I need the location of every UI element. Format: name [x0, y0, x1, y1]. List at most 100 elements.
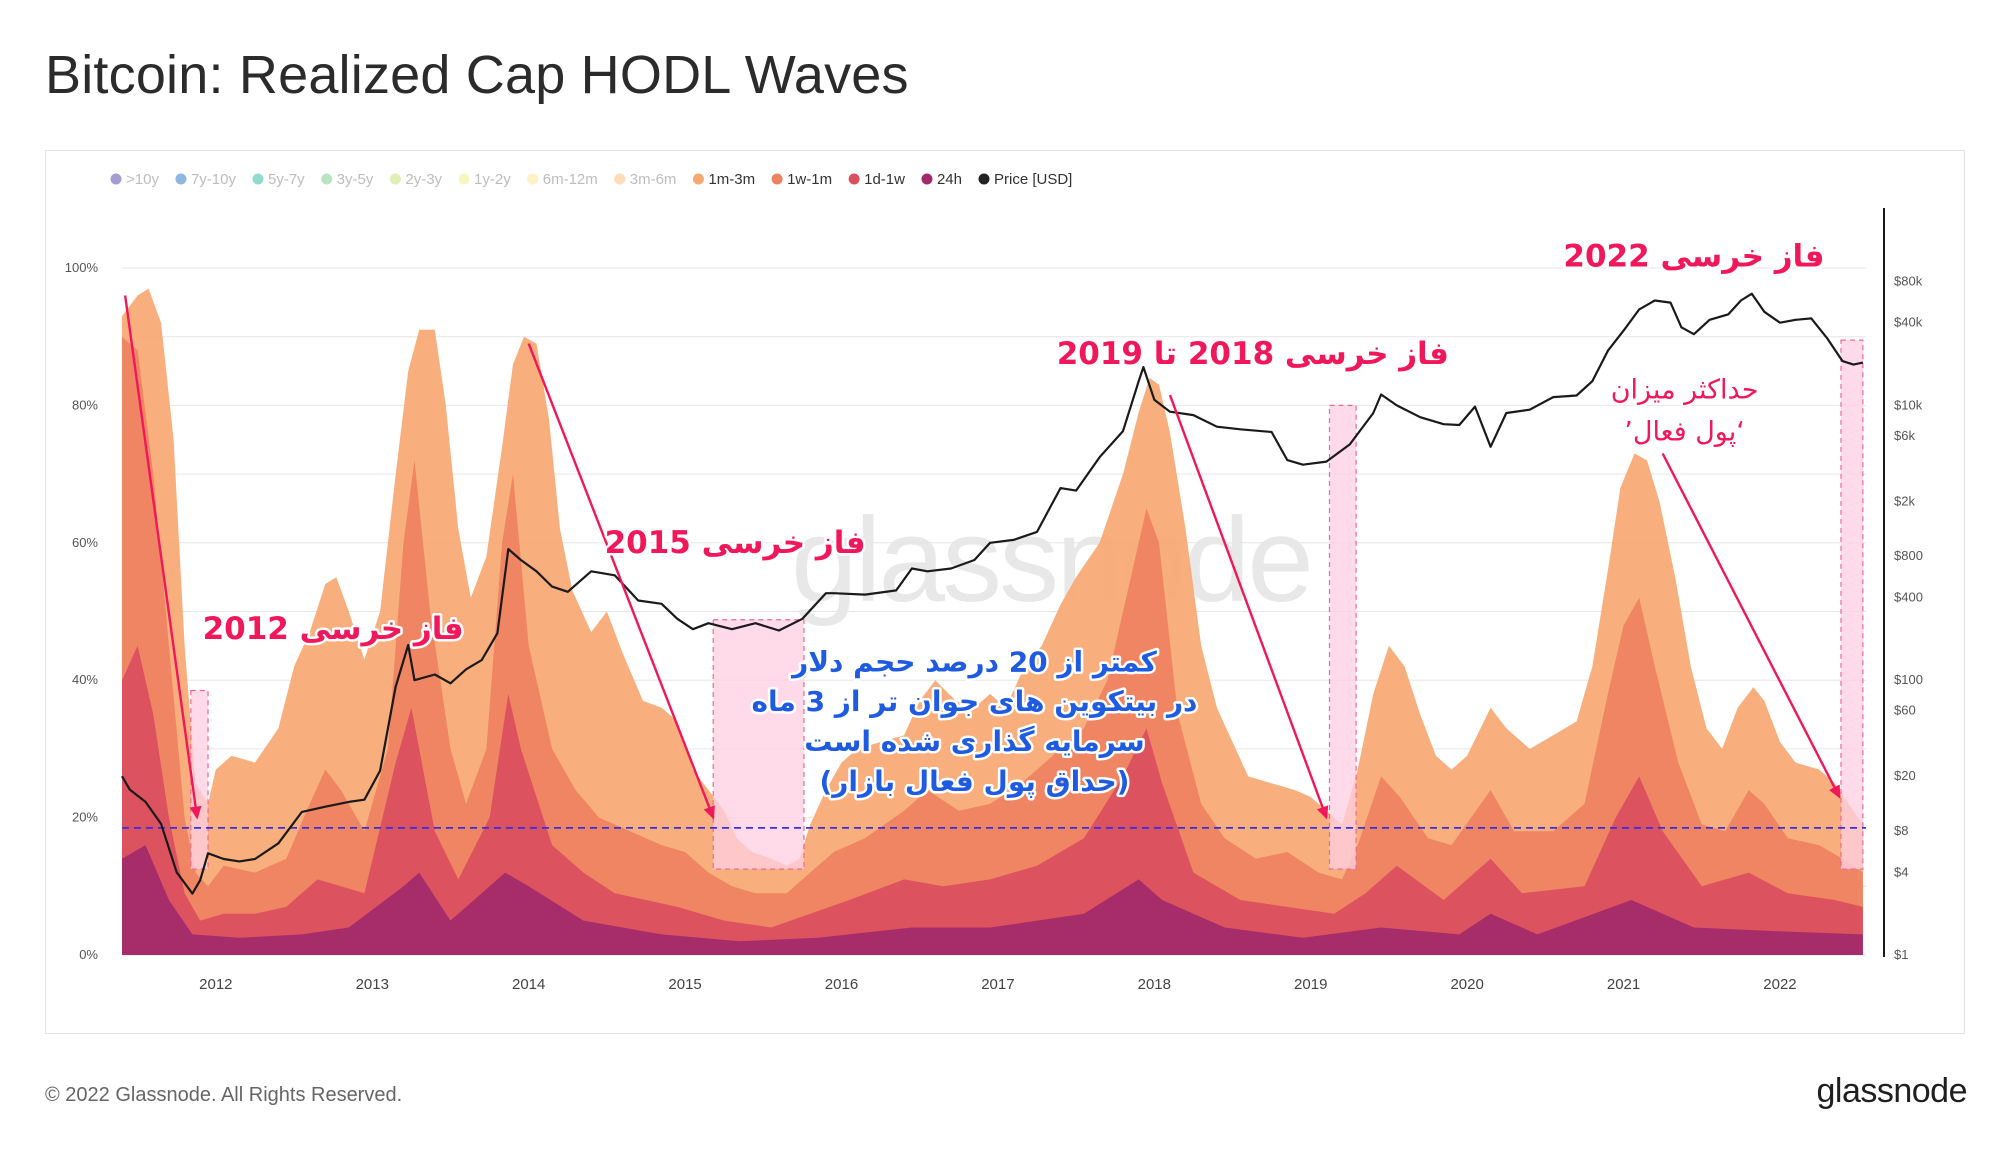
- price-layer: [121, 292, 1864, 895]
- y-left-tick-label: 80%: [72, 397, 98, 412]
- annotation-arrow: [1168, 394, 1329, 820]
- legend-swatch: [848, 173, 860, 185]
- legend-label: 24h: [937, 171, 962, 188]
- highlight-box: [190, 689, 209, 870]
- legend-item[interactable]: 3m-6m: [614, 171, 676, 188]
- y-right-tick-label: $6k: [1894, 428, 1915, 443]
- annotation-arrow: [527, 343, 715, 820]
- annotation-arrow: [123, 295, 202, 820]
- y-right-tick-label: $800: [1894, 548, 1923, 563]
- legend-item[interactable]: 1y-2y: [458, 171, 512, 188]
- legend-label: 5y-7y: [268, 171, 305, 188]
- legend-item[interactable]: 1m-3m: [692, 171, 755, 188]
- legend-label: 1m-3m: [708, 171, 755, 188]
- legend-swatch: [389, 173, 401, 185]
- price-line: [121, 292, 1864, 895]
- y-right-tick-label: $4: [1894, 864, 1908, 879]
- legend-swatch: [771, 173, 783, 185]
- x-tick-label: 2021: [1607, 976, 1640, 993]
- legend-swatch: [527, 173, 539, 185]
- highlight-box: [712, 619, 805, 870]
- legend-label: 1y-2y: [474, 171, 511, 188]
- y-right-tick-label: $2k: [1894, 493, 1915, 508]
- x-tick-label: 2014: [512, 976, 545, 993]
- x-tick-label: 2017: [981, 976, 1014, 993]
- legend-label: 1d-1w: [864, 171, 905, 188]
- footer-copyright: © 2022 Glassnode. All Rights Reserved.: [45, 1084, 403, 1106]
- legend-item[interactable]: 1d-1w: [848, 171, 906, 188]
- annotation-text: فاز خرسی 2018 تا 2019: [1057, 336, 1449, 372]
- x-tick-label: 2018: [1138, 976, 1171, 993]
- y-right-tick-label: $20: [1894, 768, 1916, 783]
- x-tick-label: 2012: [199, 976, 232, 993]
- x-tick-label: 2015: [668, 976, 701, 993]
- y-right-tick-label: $1: [1894, 947, 1908, 962]
- legend-item[interactable]: 1w-1m: [771, 171, 833, 188]
- area-1w-1m: [122, 336, 1863, 955]
- y-left-tick-label: 40%: [72, 672, 98, 687]
- annotation-text: کمتر از 20 درصد حجم دلار: [790, 645, 1157, 678]
- legend-item[interactable]: 6m-12m: [527, 171, 598, 188]
- legend-label: 6m-12m: [543, 171, 598, 188]
- annotation-arrow: [1661, 452, 1841, 799]
- y-left-tick-label: 20%: [72, 810, 98, 825]
- area-1d-1w: [122, 645, 1863, 955]
- hodl-waves-chart: glassnode 0% 20% 40% 60% 80% 100% 2012 2013 2014…: [65, 171, 1923, 993]
- y-right-tick-label: $40k: [1894, 315, 1923, 330]
- y-right-tick-label: $60: [1894, 703, 1916, 718]
- legend-swatch: [458, 173, 470, 185]
- y-left-tick-label: 100%: [65, 260, 99, 275]
- x-tick-label: 2022: [1763, 976, 1796, 993]
- legend-label: 7y-10y: [191, 171, 237, 188]
- x-tick-label: 2019: [1294, 976, 1327, 993]
- y-right-tick-label: $400: [1894, 589, 1923, 604]
- arrows-layer: [123, 295, 1841, 820]
- legend-item[interactable]: 5y-7y: [252, 171, 305, 188]
- legend-swatch: [692, 173, 704, 185]
- annotation-text: فاز خرسی 2022: [1563, 239, 1824, 275]
- area-24h: [122, 845, 1863, 955]
- annotation-text: سرمایه گذاری شده است: [804, 725, 1144, 758]
- legend-item[interactable]: 2y-3y: [389, 171, 443, 188]
- annotation-text: فاز خرسی 2015: [605, 525, 866, 561]
- highlight-box: [1840, 339, 1864, 870]
- y-right-tick-label: $8: [1894, 823, 1908, 838]
- x-tick-label: 2013: [356, 976, 389, 993]
- areas-layer: [122, 288, 1863, 956]
- y-left-tick-label: 0%: [79, 947, 98, 962]
- legend[interactable]: >10y 7y-10y 5y-7y 3y-5y 2y-3y 1y-2y 6m-12m 3m-6…: [110, 171, 1073, 188]
- legend-swatch: [614, 173, 626, 185]
- chart-container: glassnode 0% 20% 40% 60% 80% 100% 2012 2013 2014…: [45, 150, 1965, 1034]
- legend-label: 3m-6m: [630, 171, 677, 188]
- annotation-text: حداکثر میزان: [1611, 375, 1759, 406]
- legend-swatch: [921, 173, 933, 185]
- footer-brand-logo: glassnode: [1816, 1072, 1967, 1110]
- y-left-tick-label: 60%: [72, 535, 98, 550]
- chart-watermark: glassnode: [791, 493, 1311, 627]
- legend-swatch: [321, 173, 333, 185]
- legend-item[interactable]: 24h: [921, 171, 962, 188]
- legend-item[interactable]: 3y-5y: [321, 171, 374, 188]
- legend-swatch: [175, 173, 187, 185]
- y-right-tick-label: $100: [1894, 672, 1923, 687]
- legend-swatch: [252, 173, 264, 185]
- highlight-boxes: [190, 339, 1864, 870]
- legend-label: 1w-1m: [787, 171, 832, 188]
- legend-label: Price [USD]: [994, 171, 1072, 188]
- page-title: Bitcoin: Realized Cap HODL Waves: [45, 45, 909, 105]
- highlight-box: [1328, 404, 1357, 870]
- legend-item[interactable]: 7y-10y: [175, 171, 236, 188]
- legend-item[interactable]: Price [USD]: [978, 171, 1073, 188]
- annotations: فاز خرسی 2012 فاز خرسی 2015 فاز خرسی 2018 …: [200, 236, 1827, 800]
- annotation-text: فاز خرسی 2012: [203, 611, 464, 647]
- annotation-text: (حداق پول فعال بازار): [819, 765, 1129, 798]
- legend-label: 2y-3y: [405, 171, 442, 188]
- legend-label: >10y: [126, 171, 159, 188]
- x-tick-label: 2020: [1450, 976, 1483, 993]
- legend-swatch: [978, 173, 990, 185]
- axes: 0% 20% 40% 60% 80% 100% 2012 2013 2014 2015 2016 20…: [65, 208, 1923, 993]
- x-tick-label: 2016: [825, 976, 858, 993]
- legend-label: 3y-5y: [337, 171, 374, 188]
- annotation-text: ‘پول فعال’: [1624, 416, 1745, 447]
- legend-item[interactable]: >10y: [110, 171, 160, 188]
